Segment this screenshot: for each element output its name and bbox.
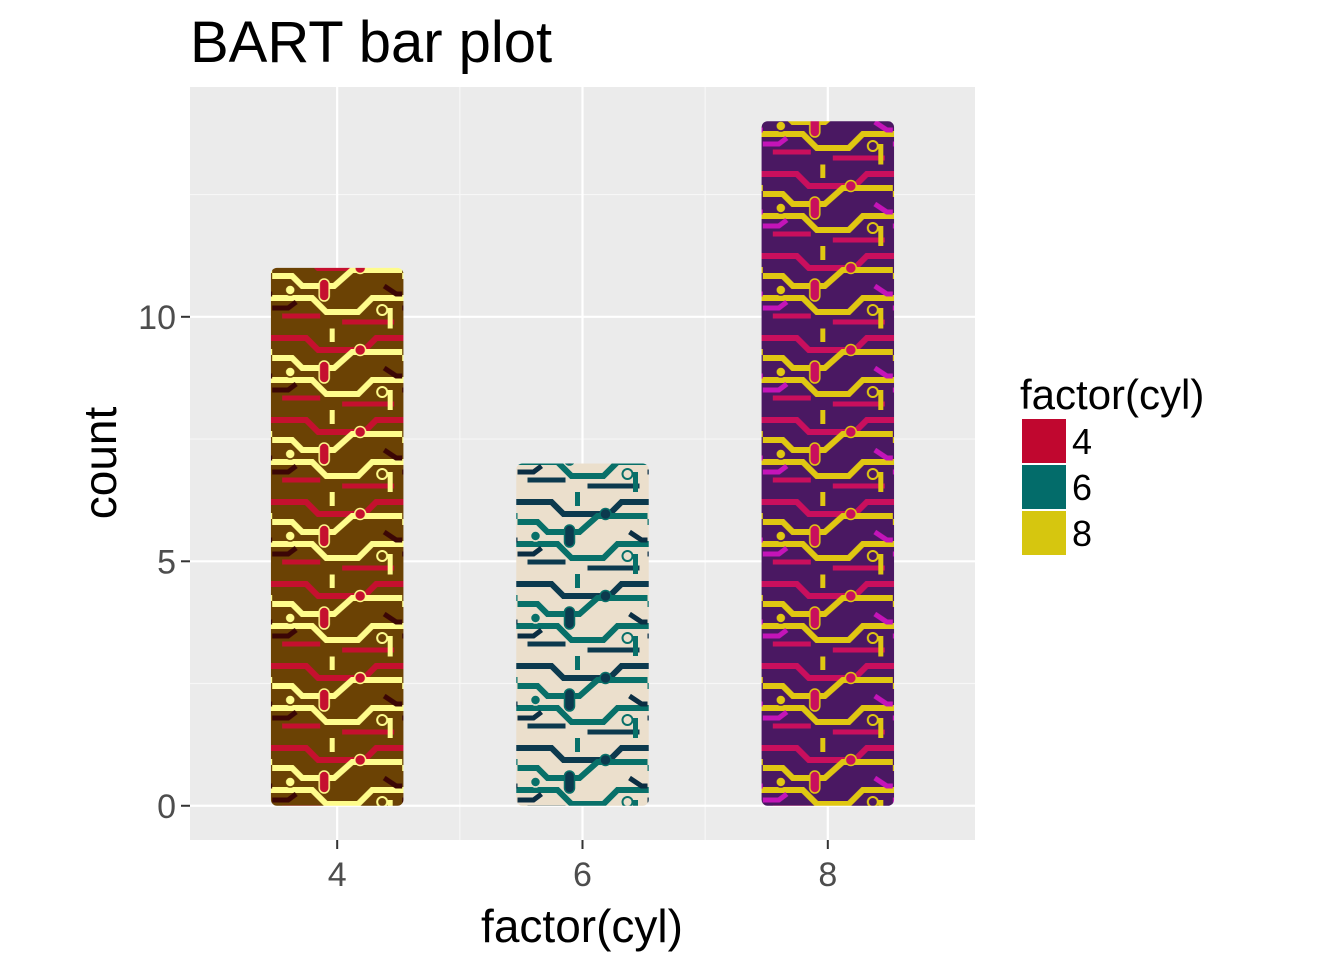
legend-swatch-6 <box>1022 465 1066 509</box>
x-tick-label: 6 <box>573 856 592 894</box>
y-axis-title: count <box>74 407 126 520</box>
legend-label-6: 6 <box>1072 467 1092 508</box>
bars <box>270 121 895 806</box>
y-tick-label: 0 <box>157 788 176 826</box>
legend-swatch-8 <box>1022 511 1066 555</box>
legend-title: factor(cyl) <box>1020 371 1204 418</box>
legend-swatch-4 <box>1022 419 1066 463</box>
y-axis: 0 5 10 <box>138 299 190 826</box>
x-axis-title: factor(cyl) <box>481 900 683 952</box>
y-tick-label: 5 <box>157 543 176 581</box>
legend-label-4: 4 <box>1072 421 1092 462</box>
y-tick-label: 10 <box>138 299 176 337</box>
legend: factor(cyl) 4 6 8 <box>1020 371 1204 555</box>
chart-title: BART bar plot <box>190 10 552 75</box>
x-axis: 4 6 8 <box>328 840 837 894</box>
x-tick-label: 8 <box>818 856 837 894</box>
x-tick-label: 4 <box>328 856 347 894</box>
bar-cyl-4 <box>270 267 404 806</box>
bar-cyl-6 <box>516 463 649 806</box>
legend-label-8: 8 <box>1072 513 1092 554</box>
bar-cyl-8 <box>761 121 895 806</box>
